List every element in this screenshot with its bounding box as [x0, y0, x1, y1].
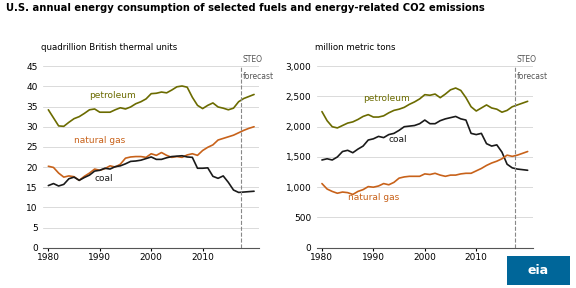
Text: eia: eia: [528, 264, 549, 277]
Text: U.S. annual energy consumption of selected fuels and energy-related CO2 emission: U.S. annual energy consumption of select…: [6, 3, 484, 13]
Text: forecast: forecast: [242, 72, 274, 81]
Text: million metric tons: million metric tons: [314, 43, 395, 52]
Text: coal: coal: [94, 174, 113, 183]
Text: coal: coal: [389, 135, 407, 145]
Text: petroleum: petroleum: [89, 92, 137, 101]
Text: STEO: STEO: [516, 55, 536, 65]
Text: quadrillion British thermal units: quadrillion British thermal units: [41, 43, 177, 52]
Text: STEO: STEO: [242, 55, 263, 65]
Text: forecast: forecast: [516, 72, 547, 81]
Text: natural gas: natural gas: [348, 193, 399, 202]
Text: petroleum: petroleum: [363, 94, 410, 103]
Text: natural gas: natural gas: [74, 136, 126, 145]
